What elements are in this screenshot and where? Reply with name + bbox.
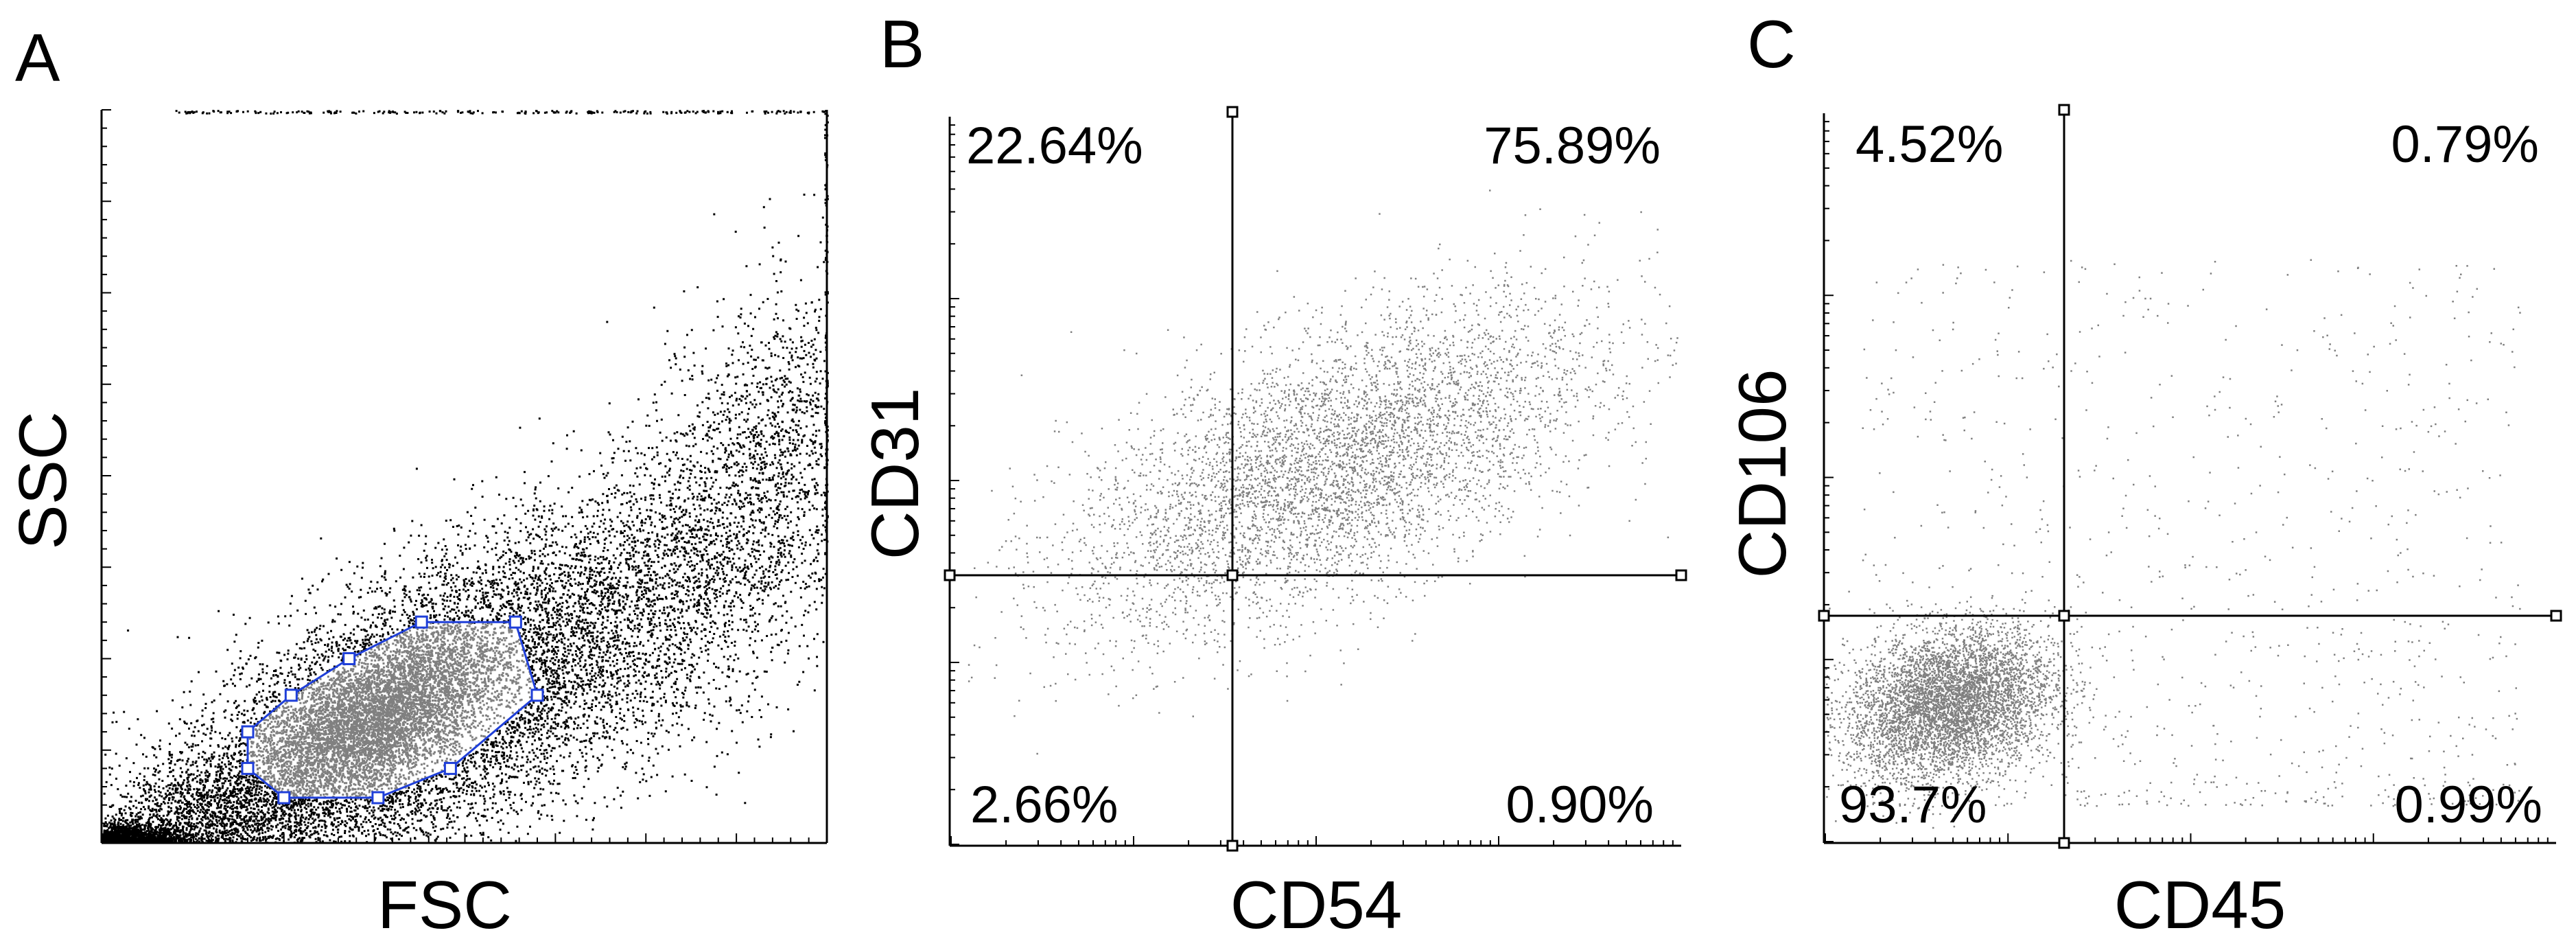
panel-c-quadrant-handle-right[interactable] <box>2550 610 2562 622</box>
panel-a-gate-handle[interactable] <box>277 791 291 805</box>
panel-b-ticks <box>950 124 1674 846</box>
panel-b-scatter-points <box>968 189 1678 755</box>
panel-a-x-label: FSC <box>377 867 512 943</box>
panel-a-gate-handle[interactable] <box>342 652 356 665</box>
panel-a-gate-handle[interactable] <box>443 761 457 775</box>
panel-a-ticks <box>102 109 828 843</box>
panel-c-event-dots <box>1825 259 2521 829</box>
panel-c-quadrant-handle-top[interactable] <box>2058 104 2070 116</box>
panel-b-event-dots <box>968 189 1678 755</box>
panel-c-quadrant-upper-right: 0.79% <box>2391 115 2540 174</box>
panel-a-letter: A <box>15 20 60 95</box>
panel-b-y-label: CD31 <box>857 388 933 560</box>
panel-c-y-label: CD106 <box>1724 369 1800 578</box>
panel-b-quadrant-upper-right: 75.89% <box>1484 117 1661 175</box>
panel-c-quadrant-handle-center[interactable] <box>2058 610 2070 622</box>
panel-a-gate-handle[interactable] <box>508 615 522 629</box>
panel-a-y-label: SSC <box>5 411 80 550</box>
panel-b-x-label: CD54 <box>1230 867 1403 943</box>
panel-c-x-label: CD45 <box>2114 867 2286 943</box>
panel-c-quadrant-lower-right: 0.99% <box>2395 776 2543 834</box>
panel-b-quadrant-handle-right[interactable] <box>1675 569 1687 581</box>
panel-a-gate-handle[interactable] <box>241 761 255 775</box>
panel-a-gate-handles <box>241 615 544 805</box>
panel-c: C 4.52% 0.79% 93.7% 0.99% CD45 CD106 <box>1724 6 2562 943</box>
panel-b-quadrant-handle-center[interactable] <box>1226 569 1239 581</box>
panel-b-quadrant-lower-left: 2.66% <box>970 776 1119 834</box>
panel-c-quadrant-upper-left: 4.52% <box>1855 115 2004 174</box>
panel-c-scatter-points <box>1825 259 2521 829</box>
panel-a-event-dots <box>103 110 829 844</box>
panel-a-gate-handle[interactable] <box>241 725 255 739</box>
panel-c-letter: C <box>1747 6 1796 82</box>
panel-b: B 22.64% 75.89% 2.66% 0.90% CD54 CD31 <box>857 6 1687 943</box>
panel-a-gate-handle[interactable] <box>414 615 428 629</box>
panel-c-quadrant-handle-bottom[interactable] <box>2058 837 2070 849</box>
panel-a: A FSC SSC <box>5 20 829 943</box>
panel-a-scatter-points <box>103 110 829 844</box>
panel-a-gate-handle[interactable] <box>284 689 298 702</box>
panel-b-quadrant-handle-top[interactable] <box>1226 106 1239 118</box>
panel-b-quadrant-upper-left: 22.64% <box>966 117 1143 175</box>
panel-b-letter: B <box>880 6 924 82</box>
panel-a-gated-event-dots <box>248 622 535 800</box>
panel-c-quadrant-lower-left: 93.7% <box>1839 776 1987 834</box>
panel-c-quadrant-handle-left[interactable] <box>1818 610 1830 622</box>
panel-a-gate-handle[interactable] <box>530 689 544 702</box>
panel-b-quadrant-handle-bottom[interactable] <box>1226 840 1239 852</box>
panel-c-ticks <box>1824 121 2549 843</box>
panel-b-quadrant-lower-right: 0.90% <box>1506 776 1654 834</box>
panel-b-quadrant-handle-left[interactable] <box>944 569 956 581</box>
panel-a-gate-handle[interactable] <box>371 791 385 805</box>
